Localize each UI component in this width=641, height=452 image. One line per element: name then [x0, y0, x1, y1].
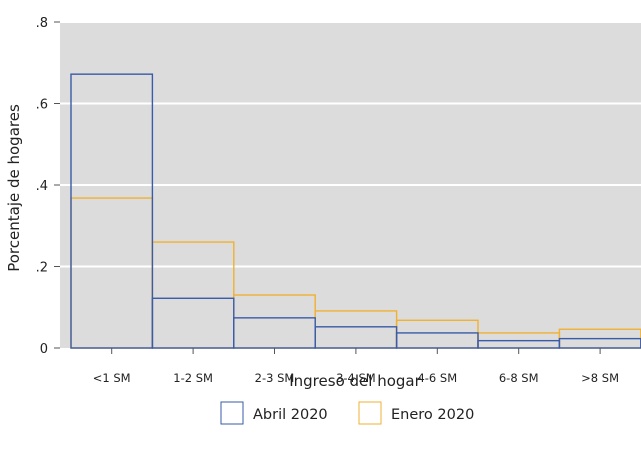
y-tick-label: 0 — [40, 342, 48, 357]
grid-lines — [60, 21, 641, 268]
x-axis: <1 SM 1-2 SM 2-3 SM 3-4 SM 4-6 SM 6-8 SM >8 SM — [93, 348, 619, 385]
y-tick-label: .6 — [36, 98, 48, 113]
x-tick-label: >8 SM — [581, 371, 619, 385]
legend: Abril 2020 Enero 2020 — [220, 401, 474, 425]
x-tick-label: 4-6 SM — [417, 371, 457, 385]
y-tick-label: .2 — [36, 261, 48, 276]
x-tick-label: 3-4 SM — [336, 371, 376, 385]
legend-label-enero: Enero 2020 — [391, 407, 474, 423]
y-tick-label: .4 — [36, 179, 48, 194]
y-axis-title: Porcentaje de hogares — [5, 104, 23, 272]
legend-swatch-enero — [358, 401, 382, 425]
legend-swatch-abril — [220, 401, 244, 425]
bars — [70, 73, 641, 349]
x-tick-label: 1-2 SM — [173, 371, 213, 385]
legend-label-abril: Abril 2020 — [253, 407, 328, 423]
x-tick-label: 6-8 SM — [499, 371, 539, 385]
x-axis-title: Ingreso del hogar — [289, 372, 421, 390]
x-tick-label: <1 SM — [93, 371, 131, 385]
y-tick-label: .8 — [36, 16, 48, 31]
y-axis: 0 .2 .4 .6 .8 — [36, 16, 60, 357]
x-tick-label: 2-3 SM — [255, 371, 295, 385]
